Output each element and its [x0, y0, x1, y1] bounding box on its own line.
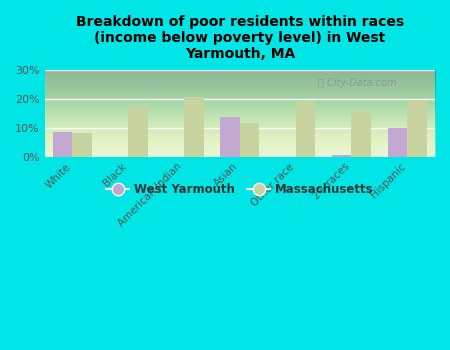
Bar — [407, 100, 427, 156]
Bar — [184, 97, 203, 156]
Bar — [72, 133, 92, 156]
Bar — [128, 107, 148, 156]
Legend: West Yarmouth, Massachusetts: West Yarmouth, Massachusetts — [101, 179, 378, 201]
Title: Breakdown of poor residents within races
(income below poverty level) in West
Ya: Breakdown of poor residents within races… — [76, 15, 404, 61]
Bar — [240, 123, 259, 156]
Bar — [220, 117, 240, 156]
Text: Ⓐ City-Data.com: Ⓐ City-Data.com — [318, 78, 396, 88]
Bar — [53, 132, 72, 156]
Bar — [332, 155, 351, 156]
Bar — [351, 112, 371, 156]
Bar — [387, 127, 407, 156]
Bar — [296, 102, 315, 156]
